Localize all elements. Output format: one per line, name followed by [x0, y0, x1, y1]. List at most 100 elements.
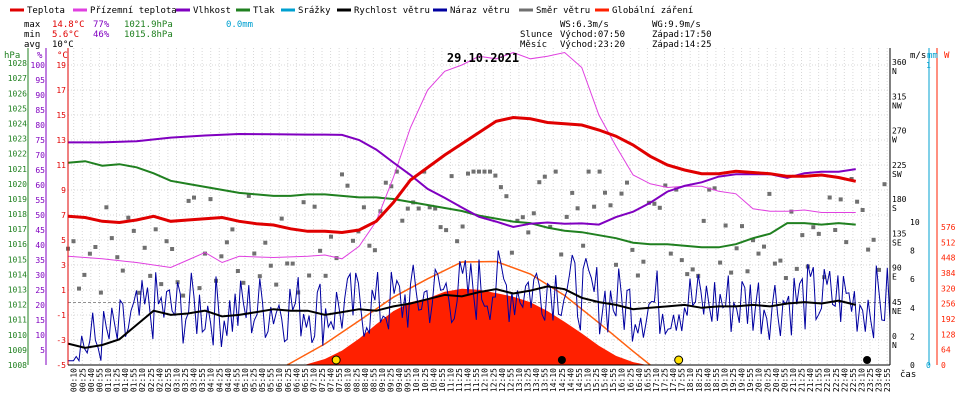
- pressure-tick-label: 1020: [8, 180, 27, 189]
- x-tick-label: 01:25: [113, 368, 122, 392]
- x-tick-label: 08:25: [352, 368, 361, 392]
- x-tick-label: 04:10: [207, 368, 216, 392]
- x-tick-label: 05:40: [258, 368, 267, 392]
- x-tick-label: 10:10: [412, 368, 421, 392]
- direction-tick-name: E: [892, 273, 897, 282]
- humidity-tick-label: 75: [35, 136, 45, 145]
- wind-direction-point: [794, 266, 799, 271]
- x-tick-label: 14:55: [575, 368, 584, 392]
- radiation-area: [304, 288, 647, 365]
- radiation-tick-label: 64: [941, 346, 951, 355]
- x-tick-label: 23:40: [875, 368, 884, 392]
- direction-tick-deg: 270: [892, 127, 907, 136]
- x-tick-label: 05:25: [250, 368, 259, 392]
- x-tick-label: 15:40: [601, 368, 610, 392]
- pressure-tick-label: 1008: [8, 361, 27, 370]
- wind-direction-point: [723, 223, 728, 228]
- temperature-tick-label: 7: [61, 211, 66, 220]
- humidity-tick-label: 70: [35, 151, 45, 160]
- x-tick-label: 19:10: [721, 368, 730, 392]
- wind-direction-point: [235, 269, 240, 273]
- x-tick-label: 02:10: [138, 368, 147, 392]
- pressure-tick-label: 1027: [8, 74, 27, 83]
- direction-tick-name: SE: [892, 238, 902, 247]
- wind-direction-point: [296, 290, 301, 295]
- x-tick-label: 09:40: [395, 368, 404, 392]
- moon-set: Západ:14:25: [652, 40, 712, 50]
- humidity-tick-label: 50: [35, 211, 45, 220]
- x-tick-label: 19:55: [746, 368, 755, 392]
- x-tick-label: 07:10: [310, 368, 319, 392]
- x-tick-label: 07:40: [327, 368, 336, 392]
- x-tick-label: 13:40: [532, 368, 541, 392]
- stat-min-hum: 46%: [93, 30, 110, 40]
- wind-direction-point: [361, 205, 366, 210]
- wind-direction-point: [838, 197, 843, 202]
- wind-direction-point: [203, 251, 207, 256]
- sun-set: Západ:17:50: [652, 30, 712, 40]
- pressure-tick-label: 1028: [8, 59, 27, 68]
- moon-rise: Východ:23:20: [560, 40, 625, 50]
- x-tick-label: 03:25: [181, 368, 190, 392]
- wind-tick-label: 4: [910, 304, 915, 313]
- pressure-tick-label: 1010: [8, 331, 27, 340]
- temperature-line: [67, 115, 857, 235]
- x-tick-label: 15:55: [609, 368, 618, 392]
- temperature-tick-label: 11: [56, 161, 66, 170]
- wind-direction-point: [745, 269, 750, 274]
- x-tick-label: 00:55: [95, 368, 104, 392]
- pressure-tick-label: 1021: [8, 165, 27, 174]
- wind-direction-point: [504, 194, 509, 199]
- humidity-tick-label: 10: [35, 331, 45, 340]
- wind-direction-point: [833, 228, 838, 232]
- stat-min-temp: 5.6°C: [52, 30, 79, 40]
- wind-direction-point: [394, 169, 399, 174]
- x-tick-label: 05:55: [267, 368, 276, 392]
- x-tick-label: 02:40: [155, 368, 164, 392]
- x-tick-label: 21:40: [806, 368, 815, 392]
- wind-direction-point: [323, 273, 328, 278]
- wind-direction-point: [170, 247, 175, 251]
- direction-tick-deg: 135: [892, 229, 907, 238]
- x-tick-label: 08:55: [369, 368, 378, 392]
- wind-direction-point: [718, 260, 723, 265]
- x-tick-label: 01:10: [104, 368, 113, 392]
- wind-direction-point: [449, 174, 454, 179]
- x-tick-label: 16:10: [618, 368, 627, 392]
- moonset-marker: [557, 356, 566, 364]
- wind-direction-point: [860, 208, 865, 212]
- wind-direction-point: [455, 239, 460, 244]
- stat-max-label: max: [24, 20, 41, 30]
- legend-label: Srážky: [298, 6, 331, 16]
- wind-direction-point: [635, 273, 640, 278]
- wind-direction-point: [301, 200, 306, 205]
- wind-direction-point: [542, 174, 547, 179]
- wind-direction-point: [148, 273, 153, 278]
- legend-label: Náraz větru: [450, 6, 510, 16]
- x-tick-label: 09:55: [404, 368, 413, 392]
- temperature-tick-label: 17: [56, 86, 66, 95]
- wind-direction-point: [340, 172, 344, 177]
- wind-direction-point: [263, 240, 268, 245]
- x-tick-label: 13:25: [524, 368, 533, 392]
- temperature-tick-label: -5: [56, 361, 66, 370]
- wind-direction-point: [690, 267, 695, 272]
- direction-tick-name: SW: [892, 170, 902, 179]
- x-tick-label: 04:55: [232, 368, 241, 392]
- x-tick-label: 19:25: [729, 368, 738, 392]
- wind-direction-point: [71, 239, 76, 244]
- x-tick-label: 12:10: [481, 368, 490, 392]
- direction-tick-deg: 360: [892, 58, 907, 67]
- axes: hPa% °C m/s mm Wčas1008100910101011101210131…: [4, 48, 956, 392]
- direction-tick-name: NW: [892, 101, 902, 110]
- wind-direction-point: [729, 270, 734, 275]
- rain-unit: mm: [927, 51, 938, 61]
- wind-direction-point: [559, 252, 564, 257]
- radiation-unit: W: [944, 51, 950, 61]
- wind-direction-point: [285, 261, 290, 266]
- wind-direction-point: [109, 236, 114, 241]
- wind-direction-point: [257, 274, 262, 279]
- wind-direction-point: [224, 240, 229, 245]
- wind-direction-point: [246, 193, 251, 198]
- x-tick-label: 07:55: [335, 368, 344, 392]
